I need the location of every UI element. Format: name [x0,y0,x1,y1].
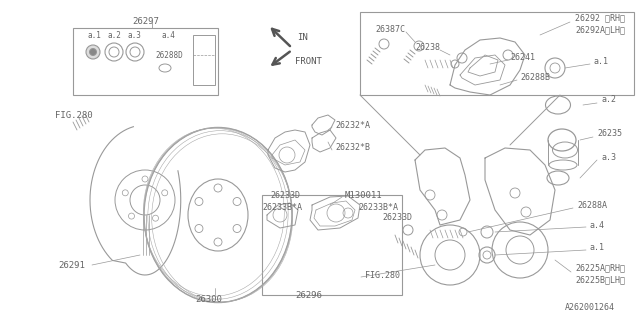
Text: 26233D: 26233D [382,213,412,222]
Text: a.3: a.3 [128,31,142,41]
Bar [360,12,634,95]
Text: a.2: a.2 [107,31,121,41]
Text: 26233B*A: 26233B*A [262,203,302,212]
Text: 26241: 26241 [510,53,535,62]
Text: FIG.280: FIG.280 [365,270,400,279]
Text: 26292 〈RH〉: 26292 〈RH〉 [575,13,625,22]
Bar [262,195,402,295]
Text: 26235: 26235 [597,129,622,138]
Text: 26232*B: 26232*B [335,143,370,153]
Text: 26297: 26297 [132,18,159,27]
Text: 26296: 26296 [295,292,322,300]
Text: a.3: a.3 [601,154,616,163]
Text: a.4: a.4 [590,220,605,229]
Text: 26225B〈LH〉: 26225B〈LH〉 [575,276,625,284]
Text: 26288A: 26288A [577,201,607,210]
Text: a.1: a.1 [594,58,609,67]
Text: 26300: 26300 [195,295,222,305]
Text: A262001264: A262001264 [565,303,615,313]
Text: a.4: a.4 [162,31,176,41]
Text: 26233D: 26233D [270,190,300,199]
Text: 26292A〈LH〉: 26292A〈LH〉 [575,26,625,35]
Text: 26387C: 26387C [375,26,405,35]
Text: 26233B*A: 26233B*A [358,204,398,212]
Text: 26232*A: 26232*A [335,121,370,130]
Bar [73,28,218,95]
Text: FIG.280: FIG.280 [55,110,93,119]
Ellipse shape [86,45,100,59]
Text: 26288B: 26288B [520,74,550,83]
Text: 26288D: 26288D [155,51,183,60]
Text: a.2: a.2 [601,95,616,105]
Text: M130011: M130011 [345,190,383,199]
Text: a.1: a.1 [88,31,102,41]
Text: FRONT: FRONT [295,58,322,67]
Text: 26225A〈RH〉: 26225A〈RH〉 [575,263,625,273]
Bar [193,35,215,85]
Text: a.1: a.1 [590,244,605,252]
Ellipse shape [90,49,97,55]
Text: 26238: 26238 [415,44,440,52]
Text: 26291: 26291 [58,260,85,269]
Text: IN: IN [297,34,308,43]
